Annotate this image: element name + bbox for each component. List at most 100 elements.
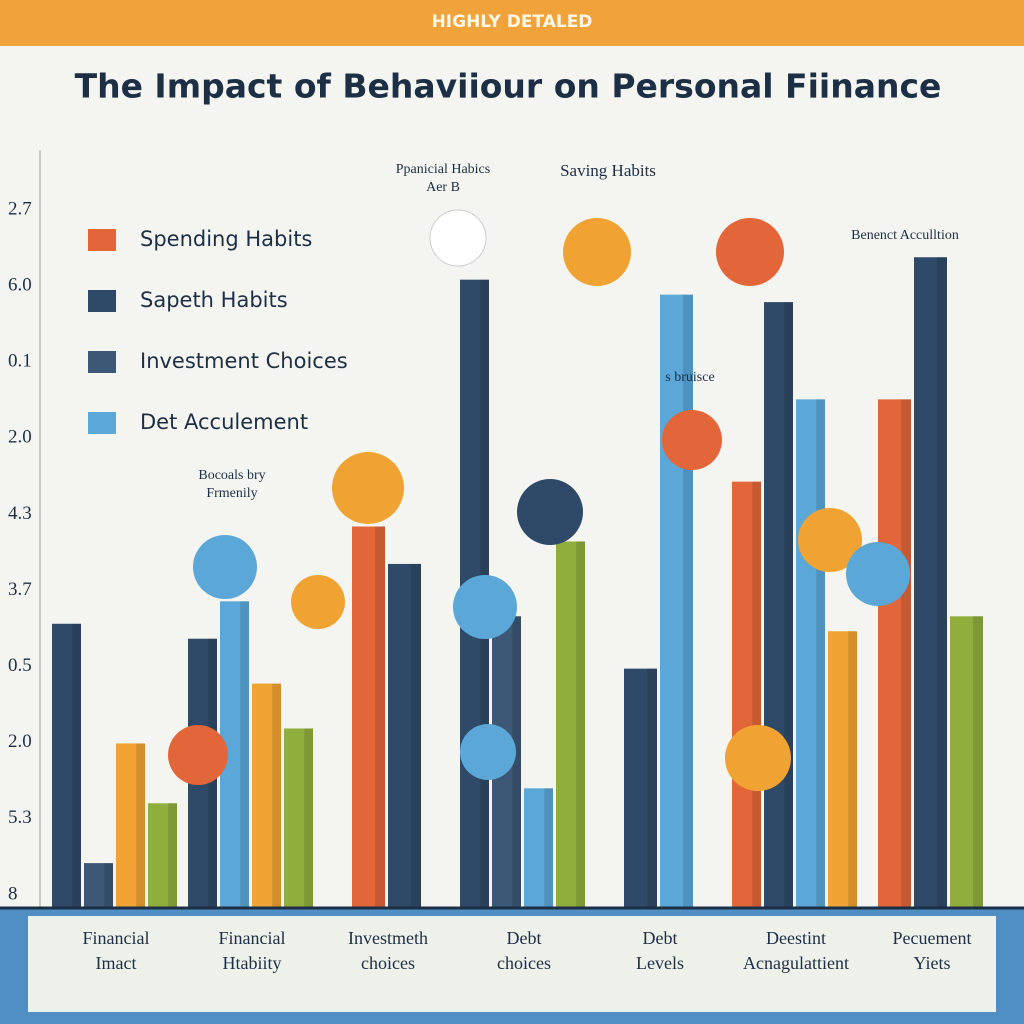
annotation: Frmenily	[206, 486, 257, 501]
bar-shade	[848, 631, 857, 908]
pie-decor	[662, 410, 722, 470]
pie-decor	[725, 725, 791, 791]
x-tick-label: Levels	[636, 953, 684, 973]
footer-panel	[28, 916, 996, 1012]
bar-shade	[752, 481, 761, 908]
bar-shade	[168, 803, 177, 908]
bar	[148, 803, 177, 908]
legend-label: Investment Choices	[140, 349, 348, 373]
annotation: Ppanicial Habics	[396, 162, 490, 177]
bar	[764, 302, 793, 908]
legend-label: Det Acculement	[140, 410, 308, 434]
bar-shade	[136, 743, 145, 908]
bar-shade	[304, 728, 313, 908]
pie-decor	[453, 575, 517, 639]
bar-shade	[576, 541, 585, 908]
pie-decor	[846, 542, 910, 606]
pie-decor	[429, 209, 487, 267]
bar-shade	[104, 863, 113, 908]
bar	[796, 399, 825, 908]
x-tick-label: choices	[497, 953, 551, 973]
bar	[116, 743, 145, 908]
y-label: 3.7	[8, 579, 32, 600]
bar	[252, 683, 281, 908]
bar-shade	[375, 526, 385, 908]
bar-shade	[72, 623, 81, 908]
legend-swatch	[88, 351, 116, 373]
bar-shade	[937, 257, 947, 908]
annotation: Benenct Acculltion	[851, 228, 959, 243]
annotation: s bruisce	[665, 370, 714, 385]
x-tick-label: Debt	[643, 928, 678, 948]
pie-decor	[193, 535, 257, 599]
x-tick-label: choices	[361, 953, 415, 973]
chart-title: The Impact of Behaviiour on Personal Fii…	[75, 67, 942, 106]
legend-swatch	[88, 229, 116, 251]
bar-shade	[512, 616, 521, 908]
pie-decor	[291, 575, 345, 629]
bar	[950, 616, 983, 908]
y-label: 0.5	[8, 655, 32, 676]
pie-decor	[332, 452, 404, 524]
y-label: 6.0	[8, 274, 32, 295]
bar	[84, 863, 113, 908]
x-tick-label: Financial	[219, 928, 286, 948]
x-tick-label: Investmeth	[348, 928, 428, 948]
pie-decor	[517, 479, 583, 545]
bar-shade	[973, 616, 983, 908]
bar	[524, 788, 553, 908]
x-tick-label: Imact	[96, 953, 137, 973]
x-tick-label: Debt	[507, 928, 542, 948]
bar-shade	[240, 601, 249, 908]
bar	[914, 257, 947, 908]
x-tick-label: Yiets	[913, 953, 950, 973]
legend-label: Sapeth Habits	[140, 288, 288, 312]
bar	[624, 668, 657, 908]
legend-swatch	[88, 412, 116, 434]
banner-text: HIGHLY DETALED	[432, 12, 593, 32]
y-label: 5.3	[8, 807, 32, 828]
pie-decor	[460, 724, 516, 780]
bar-shade	[411, 563, 421, 908]
bar	[284, 728, 313, 908]
legend-label: Spending Habits	[140, 227, 312, 251]
bar	[828, 631, 857, 908]
banner	[0, 0, 1024, 46]
bar-shade	[901, 399, 911, 908]
x-tick-label: Acnagulattient	[743, 953, 849, 973]
bar	[556, 541, 585, 908]
annotation: Bocoals bry	[198, 468, 265, 483]
annotation: Saving Habits	[560, 161, 656, 180]
bar-shade	[683, 294, 693, 908]
bar	[388, 563, 421, 908]
x-tick-label: Htabiity	[223, 953, 282, 973]
y-label: 2.0	[8, 731, 32, 752]
y-label: 8	[8, 883, 18, 904]
y-label: 2.0	[8, 427, 32, 448]
x-tick-label: Pecuement	[893, 928, 972, 948]
pie-decor	[563, 218, 631, 286]
bar-shade	[784, 302, 793, 908]
y-label: 2.7	[8, 198, 32, 219]
bar	[878, 399, 911, 908]
x-tick-label: Deestint	[766, 928, 826, 948]
legend-swatch	[88, 290, 116, 312]
bar	[352, 526, 385, 908]
decor-pies	[168, 209, 910, 791]
bar	[52, 623, 81, 908]
bar-shade	[272, 683, 281, 908]
bar	[660, 294, 693, 908]
pie-decor	[716, 218, 784, 286]
annotation: Aer B	[426, 180, 460, 195]
x-tick-label: Financial	[83, 928, 150, 948]
pie-decor	[798, 508, 862, 572]
bar-shade	[544, 788, 553, 908]
pie-decor	[168, 725, 228, 785]
y-label: 0.1	[8, 351, 32, 372]
bar-shade	[816, 399, 825, 908]
bar	[732, 481, 761, 908]
legend: Spending Habits Sapeth Habits Investment C…	[88, 227, 348, 434]
y-label: 4.3	[8, 503, 32, 524]
